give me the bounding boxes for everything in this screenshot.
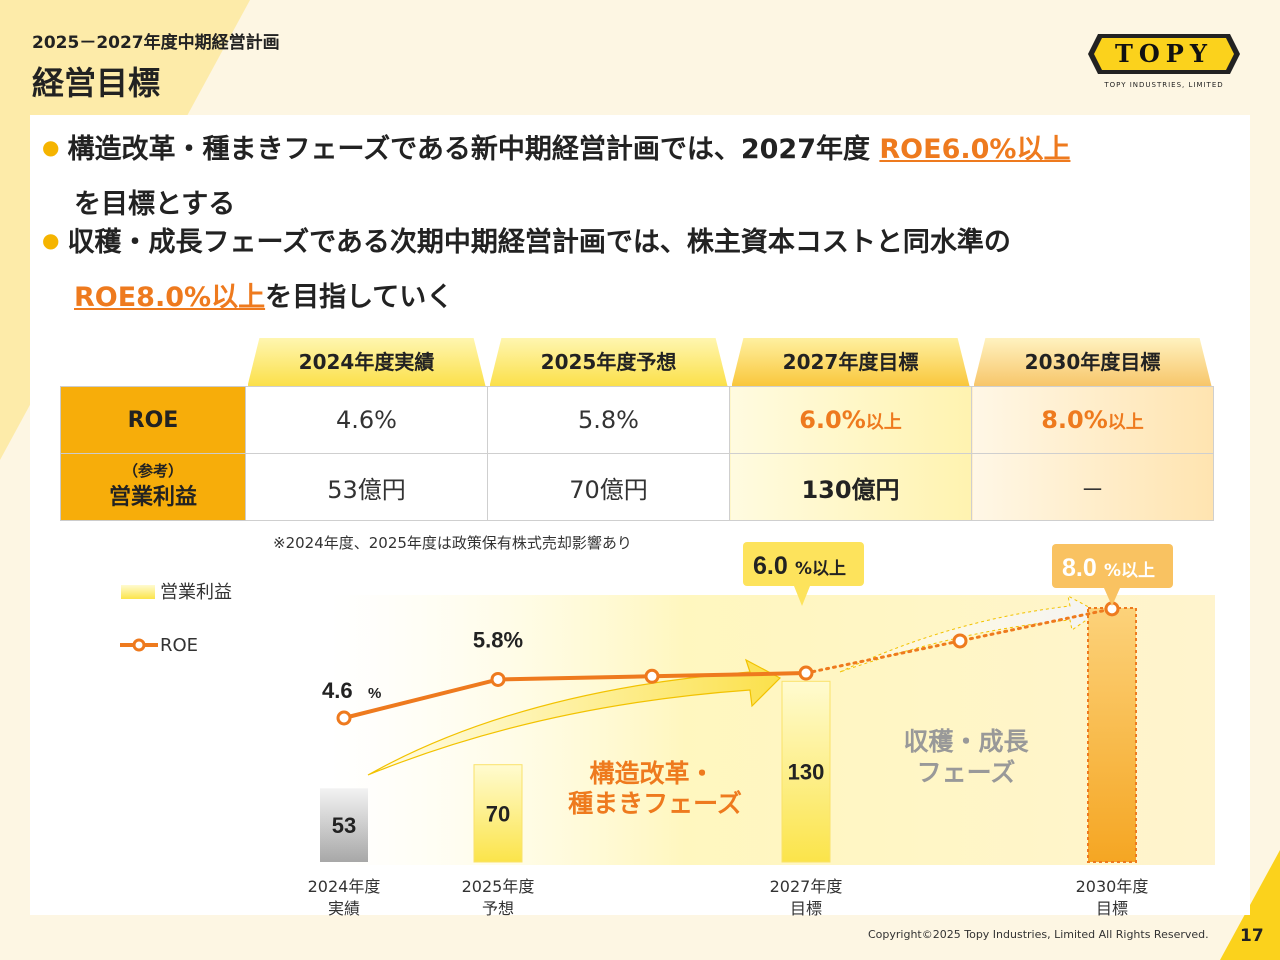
table-header: 2024年度実績 <box>246 338 488 387</box>
roe-point <box>336 710 352 726</box>
x-tick-label: 目標 <box>1096 899 1128 918</box>
table-header: 2030年度目標 <box>972 338 1214 387</box>
table-header: 2027年度目標 <box>730 338 972 387</box>
legend-roe-label: ROE <box>160 635 198 656</box>
table-cell: 6.0%以上 <box>729 386 972 454</box>
callout-2030 <box>1052 544 1173 588</box>
x-tick-label: 2027年度 <box>770 877 843 896</box>
page-number: 17 <box>1240 926 1264 946</box>
svg-text:TOPY: TOPY <box>1115 39 1213 68</box>
phase1-label-line1: 構造改革・ <box>589 759 714 788</box>
x-tick-label: 実績 <box>328 899 360 918</box>
phase1-arrow <box>367 658 781 776</box>
x-tick-label: 2030年度 <box>1076 877 1149 896</box>
table-cell: 53億円 <box>245 453 488 521</box>
row-label-operating-profit: （参考） 営業利益 <box>60 453 246 521</box>
bullet-2: ● 収穫・成長フェーズである次期中期経営計画では、株主資本コストと同水準の ROE8… <box>42 216 1242 325</box>
phase2-label-line2: フェーズ <box>917 758 1016 787</box>
bullet-2-highlight: ROE8.0%以上 <box>74 282 266 313</box>
bullet-1: ● 構造改革・種まきフェーズである新中期経営計画では、2027年度 ROE6.0%… <box>42 123 1242 232</box>
callout-2030-suffix: %以上 <box>1104 561 1155 581</box>
legend-bar-swatch <box>121 585 155 599</box>
topy-logo: TOPY TOPY INDUSTRIES, LIMITED <box>1088 34 1240 89</box>
page-subtitle: 2025－2027年度中期経営計画 <box>32 33 280 53</box>
phase1-label-line2: 種まきフェーズ <box>568 789 742 818</box>
bar-2030-target <box>1087 607 1137 863</box>
roe-label-2024-unit: % <box>368 685 381 702</box>
table-row-roe: ROE 4.6% 5.8% 6.0%以上 8.0%以上 <box>60 386 1214 454</box>
legend-bar-label: 営業利益 <box>160 582 232 603</box>
bullet-2-text: 収穫・成長フェーズである次期中期経営計画では、株主資本コストと同水準の <box>67 227 1011 258</box>
callout-2027-value: 6.0 <box>753 552 788 580</box>
roe-label-2024: 4.6 <box>322 678 353 703</box>
legend-roe-marker <box>132 638 146 652</box>
bar-value-label: 130 <box>788 760 825 785</box>
bullet-dot-icon: ● <box>42 228 60 252</box>
row-label-roe: ROE <box>60 386 246 454</box>
page-title: 経営目標 <box>32 64 161 102</box>
table-cell: 8.0%以上 <box>971 386 1214 454</box>
table-cell: 130億円 <box>729 453 972 521</box>
roe-line <box>343 671 807 720</box>
roe-point <box>952 633 968 649</box>
bullet-2-text-end: を目指していく <box>265 282 454 313</box>
kpi-table: 2024年度実績 2025年度予想 2027年度目標 2030年度目標 ROE … <box>60 338 1214 521</box>
bar-operating-profit <box>781 680 831 863</box>
bullet-dot-icon: ● <box>42 135 60 159</box>
roe-label-2025: 5.8% <box>473 627 523 652</box>
bar-value-label: 70 <box>486 801 510 826</box>
callout-2027 <box>743 542 864 586</box>
svg-text:TOPY INDUSTRIES, LIMITED: TOPY INDUSTRIES, LIMITED <box>1103 81 1223 89</box>
table-cell: － <box>971 453 1214 521</box>
phase2-label-line1: 収穫・成長 <box>903 727 1029 756</box>
x-tick-label: 予想 <box>482 899 514 918</box>
callout-2027-suffix: %以上 <box>795 559 846 579</box>
x-tick-label: 2025年度 <box>462 877 535 896</box>
roe-point <box>644 668 660 684</box>
roe-point <box>490 671 506 687</box>
callout-2030-value: 8.0 <box>1062 554 1097 582</box>
callout-2027-pointer <box>794 586 810 606</box>
table-row-operating-profit: （参考） 営業利益 53億円 70億円 130億円 － <box>60 453 1214 521</box>
table-header: 2025年度予想 <box>488 338 730 387</box>
bar-operating-profit <box>320 788 368 862</box>
table-cell: 70億円 <box>487 453 730 521</box>
roe-point <box>798 665 814 681</box>
bar-value-label: 53 <box>332 813 356 838</box>
x-tick-label: 目標 <box>790 899 822 918</box>
copyright: Copyright©2025 Topy Industries, Limited … <box>868 928 1209 941</box>
bullet-1-text: 構造改革・種まきフェーズである新中期経営計画では、2027年度 <box>67 134 880 165</box>
x-tick-label: 2024年度 <box>308 877 381 896</box>
callout-2030-pointer <box>1104 588 1120 606</box>
bullet-1-highlight: ROE6.0%以上 <box>879 134 1071 165</box>
table-note: ※2024年度、2025年度は政策保有株式売却影響あり <box>273 534 632 552</box>
chart-glow-background <box>330 595 1215 865</box>
bar-operating-profit <box>473 764 523 863</box>
bullet-1-text-end: を目標とする <box>74 189 236 220</box>
